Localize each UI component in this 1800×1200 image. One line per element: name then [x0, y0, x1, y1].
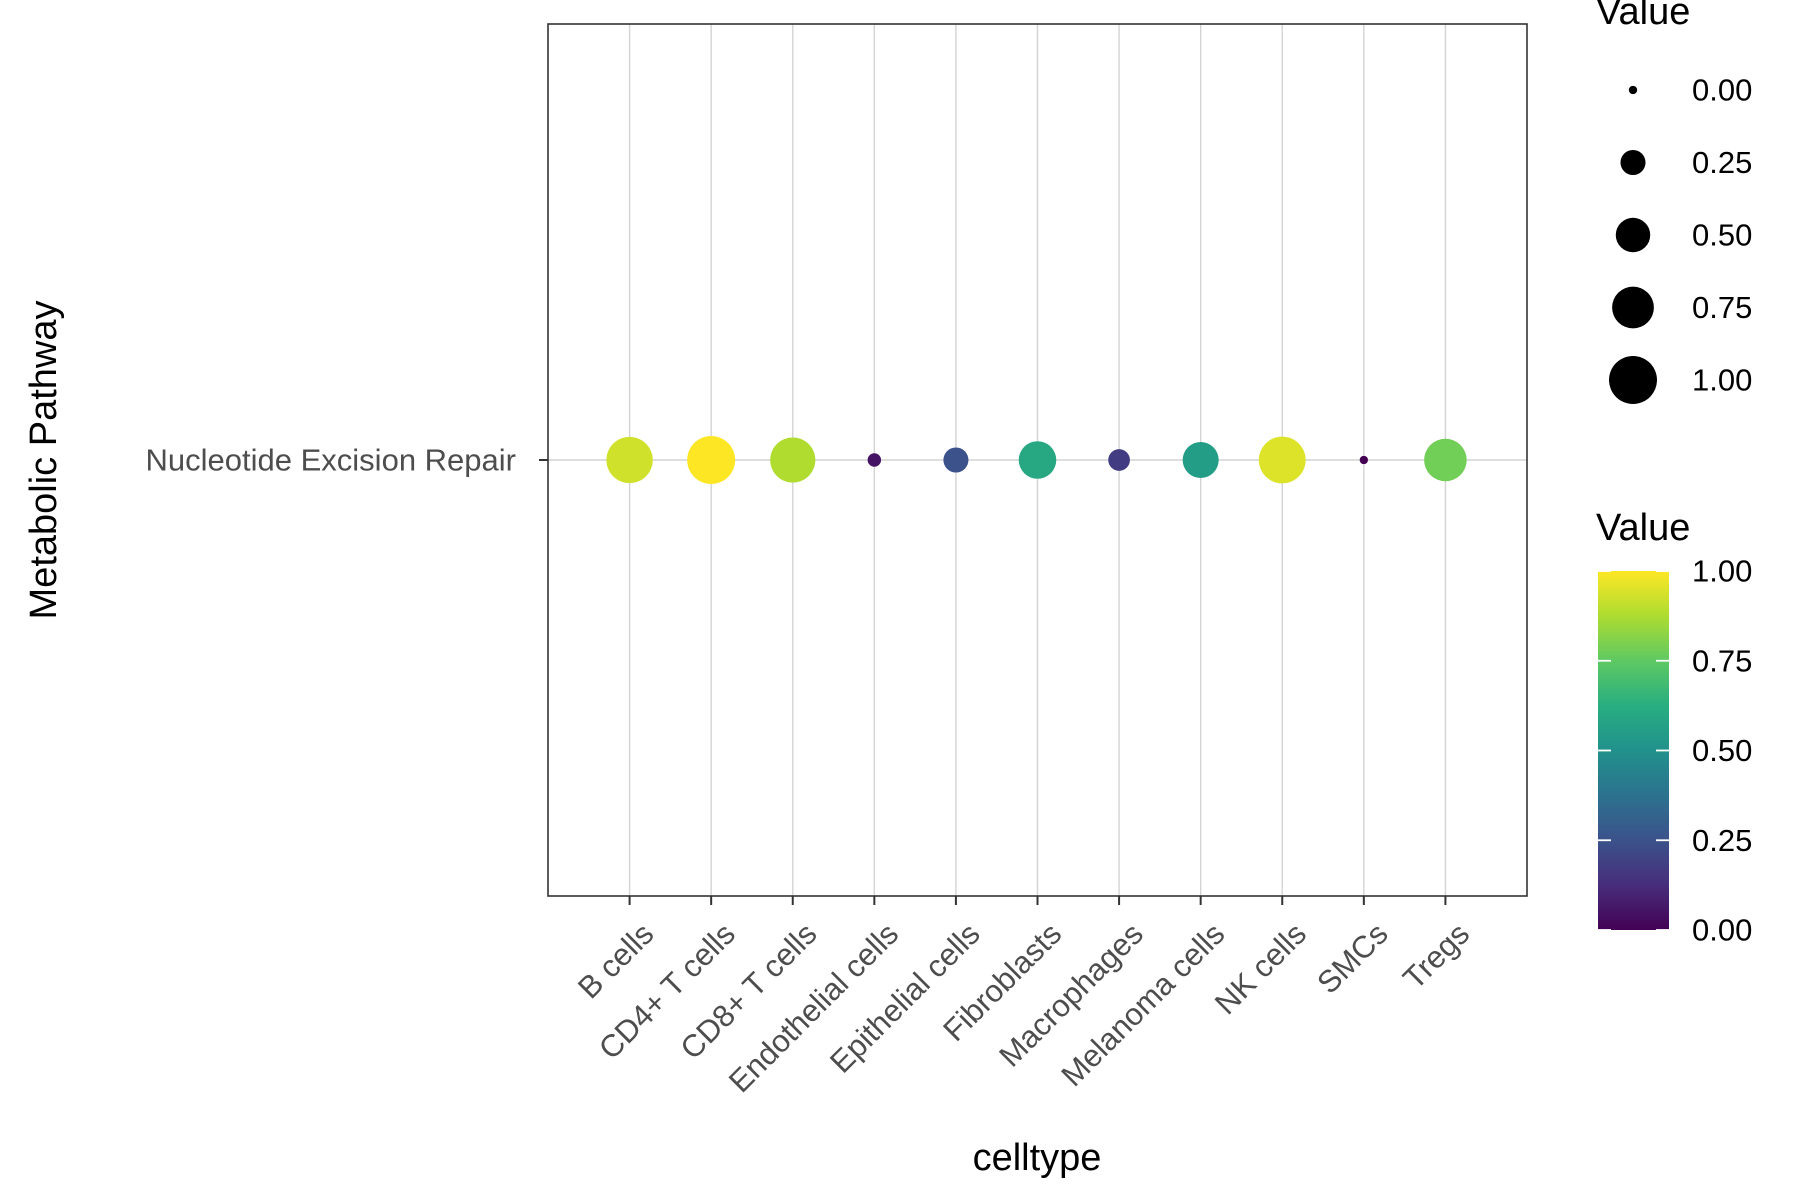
- size-legend-label: 0.00: [1692, 73, 1752, 108]
- colorbar-label: 0.50: [1692, 733, 1752, 768]
- color-legend-title: Value: [1596, 507, 1690, 549]
- size-legend-key: [1612, 286, 1654, 329]
- data-point: [770, 437, 816, 483]
- data-point: [1258, 436, 1306, 484]
- colorbar-label: 0.75: [1692, 643, 1752, 678]
- data-point: [1182, 441, 1219, 479]
- y-tick-label: Nucleotide Excision Repair: [146, 443, 516, 478]
- size-legend-key: [1628, 85, 1638, 95]
- colorbar-label: 0.00: [1692, 913, 1752, 948]
- data-points: [606, 436, 1467, 484]
- data-point: [606, 436, 653, 484]
- color-legend: Value 1.00 0.75 0.50 0.25 0.00: [1596, 507, 1752, 948]
- size-legend-key: [1620, 149, 1646, 176]
- size-legend: Value 0.00 0.25 0.50 0.75 1.00: [1596, 0, 1752, 404]
- x-tick-label: SMCs: [1310, 916, 1394, 1000]
- size-legend-label: 1.00: [1692, 363, 1752, 398]
- size-legend-label: 0.50: [1692, 218, 1752, 253]
- data-point: [943, 447, 969, 473]
- size-legend-key: [1609, 356, 1657, 404]
- data-point: [1424, 438, 1467, 482]
- x-axis-title: celltype: [973, 1137, 1102, 1179]
- colorbar-label: 0.25: [1692, 823, 1752, 858]
- data-point: [687, 436, 736, 484]
- size-legend-title: Value: [1596, 0, 1690, 33]
- data-point: [1108, 449, 1130, 471]
- colorbar-label: 1.00: [1692, 554, 1752, 589]
- x-tick-label: NK cells: [1208, 916, 1313, 1021]
- x-tick-label: Macrophages: [992, 916, 1150, 1074]
- y-axis-title: Metabolic Pathway: [23, 301, 65, 620]
- data-point: [1018, 441, 1057, 479]
- x-tick-label: Tregs: [1396, 916, 1476, 996]
- size-legend-key: [1615, 217, 1651, 253]
- size-legend-label: 0.25: [1692, 145, 1752, 180]
- size-legend-label: 0.75: [1692, 290, 1752, 325]
- data-point: [867, 453, 882, 467]
- data-point: [1359, 455, 1368, 465]
